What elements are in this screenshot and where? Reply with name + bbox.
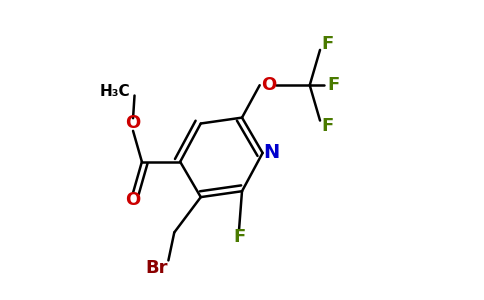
Text: O: O (125, 191, 141, 209)
Text: N: N (263, 143, 280, 162)
Text: F: F (233, 228, 245, 246)
Text: O: O (125, 115, 141, 133)
Text: F: F (321, 35, 333, 53)
Text: F: F (327, 76, 339, 94)
Text: O: O (261, 76, 276, 94)
Text: F: F (321, 117, 333, 135)
Text: Br: Br (145, 259, 168, 277)
Text: H₃C: H₃C (100, 84, 131, 99)
